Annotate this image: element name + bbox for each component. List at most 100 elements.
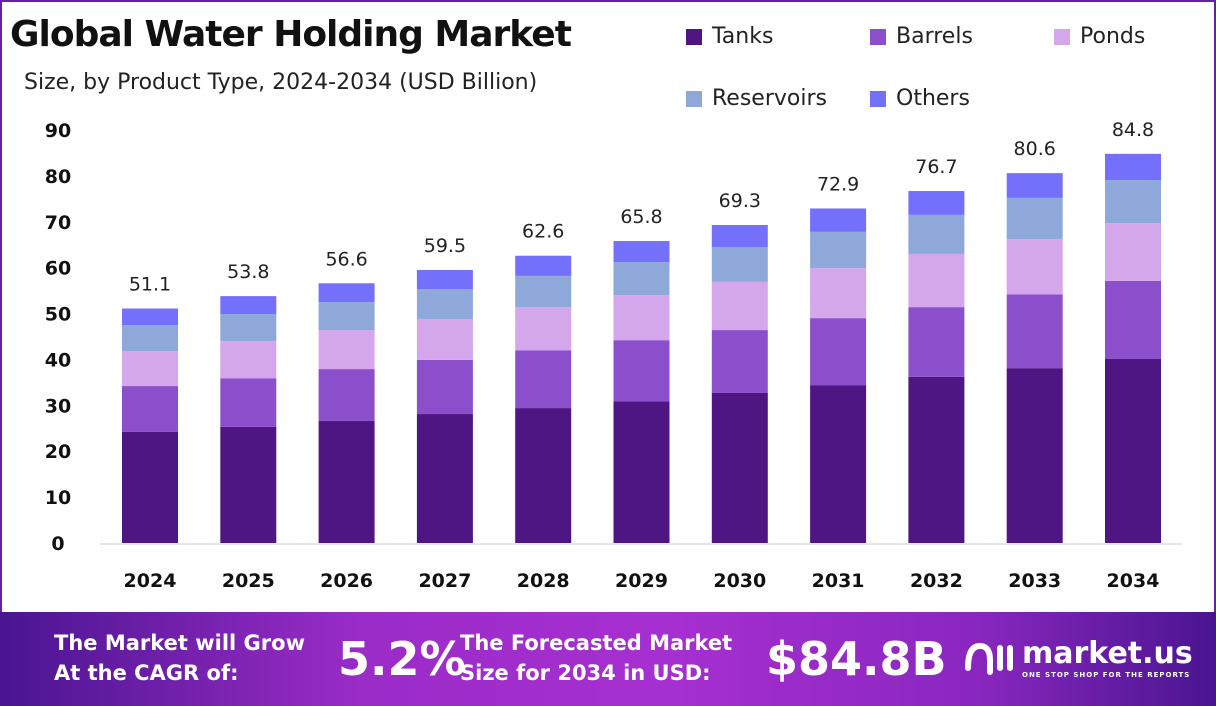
- x-tick-label: 2031: [812, 570, 865, 592]
- bar-segment-barrels-2025: [220, 378, 277, 427]
- bar-segment-tanks-2033: [1006, 368, 1063, 543]
- bar-segment-barrels-2026: [318, 369, 375, 421]
- legend-swatch: [686, 90, 702, 107]
- forecast-label: The Forecasted Market Size for 2034 in U…: [460, 628, 732, 688]
- bar-segment-barrels-2024: [122, 386, 178, 432]
- bar-segment-ponds-2026: [318, 330, 375, 370]
- x-tick-label: 2027: [418, 570, 471, 592]
- x-tick-label: 2029: [615, 570, 668, 592]
- bar-segment-barrels-2027: [416, 359, 473, 415]
- legend-item-barrels: Barrels: [870, 24, 973, 49]
- bar-segment-tanks-2026: [318, 420, 375, 543]
- total-label-2031: 72.9: [817, 173, 859, 195]
- x-tick-label: 2030: [713, 570, 766, 592]
- bar-segment-others-2024: [122, 308, 178, 326]
- bar-segment-reservoirs-2026: [318, 302, 375, 331]
- cagr-value: 5.2%: [338, 632, 466, 686]
- legend-label: Reservoirs: [712, 86, 827, 111]
- bar-segment-tanks-2029: [613, 401, 670, 543]
- y-tick-label: 90: [45, 120, 71, 142]
- total-label-2034: 84.8: [1112, 119, 1154, 141]
- y-tick-label: 80: [45, 166, 71, 188]
- forecast-label-line1: The Forecasted Market: [460, 631, 733, 655]
- x-tick-label: 2024: [124, 570, 177, 592]
- chart: 010203040506070809051.1202453.8202556.62…: [45, 119, 1182, 592]
- bar-segment-reservoirs-2032: [908, 214, 965, 254]
- legend-item-ponds: Ponds: [1054, 24, 1145, 49]
- bar-segment-others-2031: [810, 208, 867, 232]
- forecast-value: $84.8B: [766, 632, 947, 686]
- bar-segment-ponds-2028: [515, 307, 572, 351]
- bar-segment-ponds-2030: [711, 281, 768, 331]
- bar-segment-others-2030: [711, 224, 768, 248]
- legend-swatch: [870, 28, 886, 45]
- bar-segment-tanks-2034: [1105, 358, 1161, 543]
- y-tick-label: 50: [45, 304, 71, 326]
- legend-label: Ponds: [1080, 24, 1146, 49]
- legend-label: Barrels: [896, 24, 973, 49]
- cagr-label-line2: At the CAGR of:: [54, 661, 239, 685]
- bar-segment-tanks-2024: [122, 431, 178, 543]
- bar-segment-ponds-2027: [416, 319, 473, 360]
- forecast-label-line2: Size for 2034 in USD:: [460, 661, 711, 685]
- bar-segment-ponds-2034: [1105, 223, 1161, 281]
- bar-segment-reservoirs-2031: [810, 231, 867, 269]
- bar-segment-others-2027: [416, 269, 473, 290]
- chart-subtitle: Size, by Product Type, 2024-2034 (USD Bi…: [24, 70, 538, 95]
- bar-segment-tanks-2030: [711, 392, 768, 543]
- total-label-2026: 56.6: [325, 248, 367, 270]
- bar-segment-ponds-2024: [122, 351, 178, 387]
- legend-item-others: Others: [870, 86, 970, 111]
- y-tick-label: 30: [45, 395, 71, 417]
- bar-segment-barrels-2029: [613, 340, 670, 402]
- bar-segment-others-2029: [613, 241, 670, 263]
- logo-tagline: ONE STOP SHOP FOR THE REPORTS: [1022, 671, 1191, 679]
- bar-segment-barrels-2030: [711, 330, 768, 393]
- total-label-2025: 53.8: [227, 261, 269, 283]
- legend-swatch: [1054, 28, 1070, 45]
- logo-icon: [965, 642, 1013, 675]
- bar-segment-others-2034: [1105, 153, 1161, 181]
- market-us-logo: market.us ONE STOP SHOP FOR THE REPORTS: [962, 636, 1193, 679]
- bar-segment-reservoirs-2027: [416, 289, 473, 320]
- cagr-label-line1: The Market will Grow: [54, 631, 305, 655]
- total-label-2033: 80.6: [1014, 138, 1056, 160]
- bar-segment-others-2026: [318, 283, 375, 303]
- total-label-2030: 69.3: [719, 190, 761, 212]
- bar-segment-tanks-2028: [515, 408, 572, 543]
- bar-segment-ponds-2031: [810, 268, 867, 319]
- y-tick-label: 70: [45, 212, 71, 234]
- bar-segment-barrels-2032: [908, 307, 965, 377]
- bar-segment-others-2028: [515, 255, 572, 276]
- total-label-2028: 62.6: [522, 221, 564, 243]
- y-tick-label: 10: [45, 487, 71, 509]
- bar-segment-ponds-2029: [613, 295, 670, 341]
- bar-segment-tanks-2031: [810, 385, 867, 543]
- bar-segment-tanks-2025: [220, 426, 277, 543]
- bar-segment-reservoirs-2025: [220, 314, 277, 342]
- legend-item-reservoirs: Reservoirs: [686, 86, 827, 111]
- x-tick-label: 2025: [222, 570, 275, 592]
- y-tick-label: 40: [45, 349, 71, 371]
- x-tick-label: 2033: [1008, 570, 1061, 592]
- total-label-2029: 65.8: [620, 206, 662, 228]
- bar-segment-reservoirs-2029: [613, 262, 670, 296]
- x-tick-label: 2026: [320, 570, 373, 592]
- legend-swatch: [870, 90, 886, 107]
- cagr-label: The Market will Grow At the CAGR of:: [54, 628, 305, 688]
- legend-label: Others: [896, 86, 970, 111]
- total-label-2032: 76.7: [915, 156, 957, 178]
- summary-banner: The Market will Grow At the CAGR of: 5.2…: [0, 612, 1216, 706]
- total-label-2027: 59.5: [424, 235, 466, 257]
- bar-segment-ponds-2033: [1006, 239, 1063, 295]
- legend-item-tanks: Tanks: [686, 24, 773, 49]
- bar-segment-reservoirs-2033: [1006, 197, 1063, 240]
- chart-title: Global Water Holding Market: [10, 14, 572, 55]
- y-tick-label: 60: [45, 258, 71, 280]
- legend-swatch: [686, 28, 702, 45]
- bar-segment-reservoirs-2028: [515, 275, 572, 308]
- bar-segment-others-2032: [908, 191, 965, 215]
- bar-segment-tanks-2032: [908, 376, 965, 543]
- x-tick-label: 2032: [910, 570, 963, 592]
- y-tick-label: 0: [51, 533, 64, 555]
